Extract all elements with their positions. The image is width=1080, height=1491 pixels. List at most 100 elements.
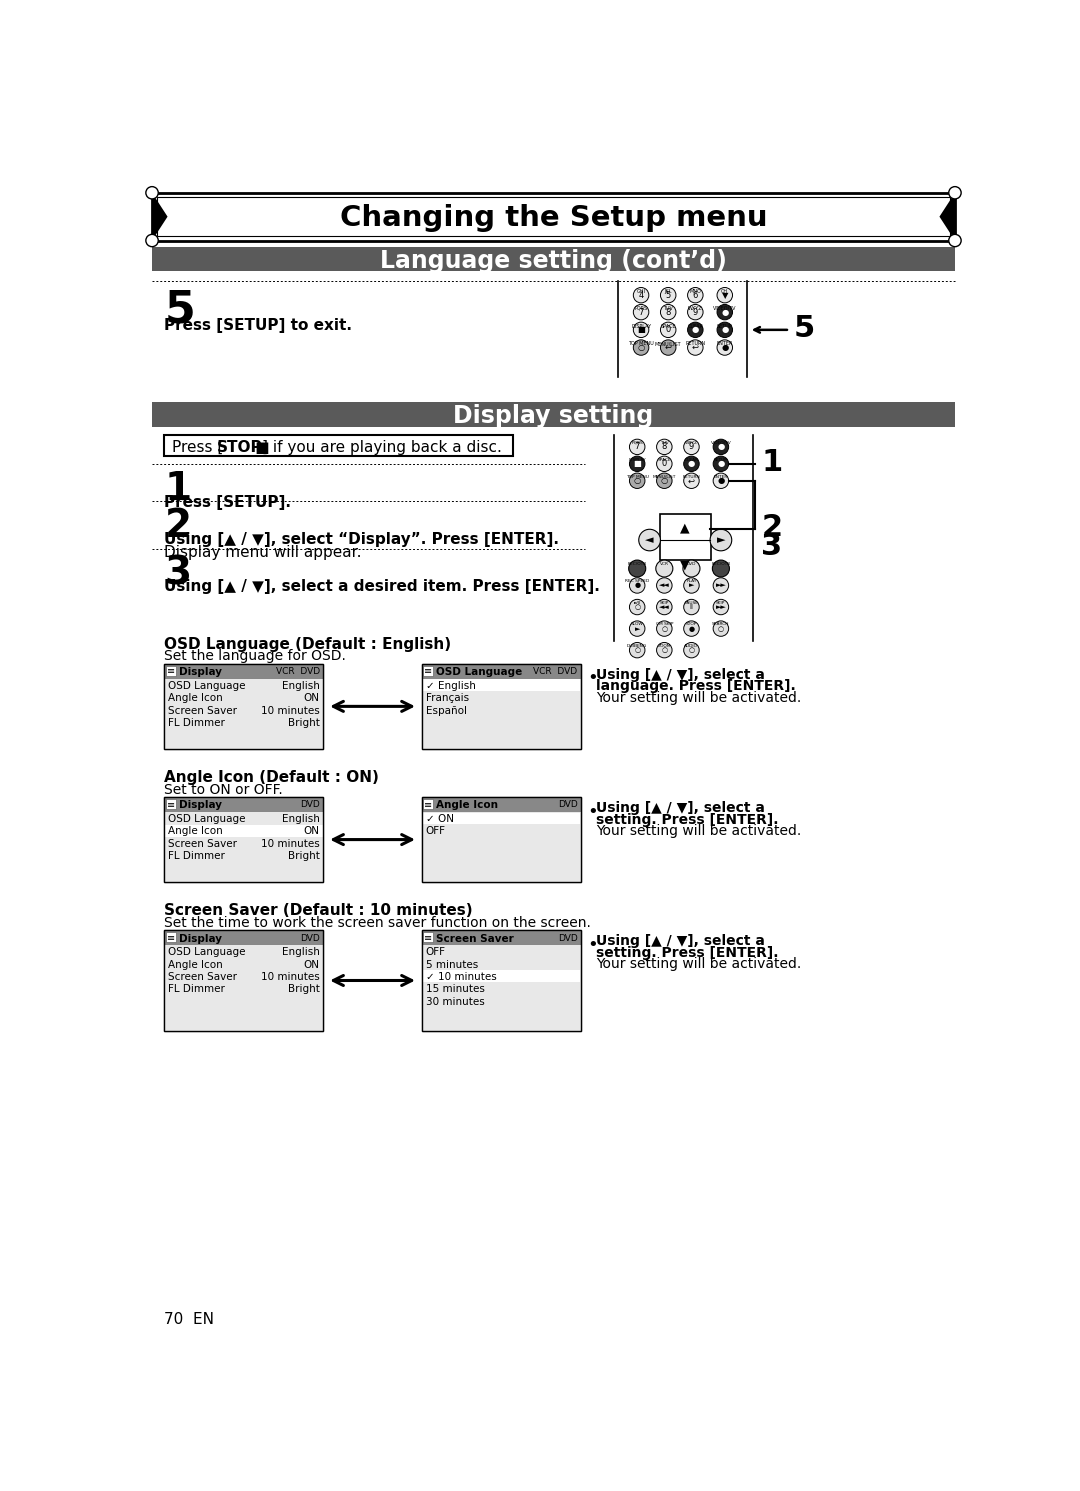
Text: Français: Français — [426, 693, 469, 704]
Circle shape — [657, 643, 672, 658]
Text: DUBBING: DUBBING — [627, 644, 647, 649]
Text: 4: 4 — [638, 291, 644, 300]
Text: Using [▲ / ▼], select a desired item. Press [ENTER].: Using [▲ / ▼], select a desired item. Pr… — [164, 580, 600, 595]
Text: ▼: ▼ — [680, 559, 690, 571]
Text: language. Press [ENTER].: language. Press [ENTER]. — [596, 680, 796, 693]
Text: VIDEO/TV: VIDEO/TV — [711, 441, 731, 444]
Text: REC/OTR: REC/OTR — [712, 562, 730, 567]
Bar — [164, 930, 323, 1030]
Bar — [164, 944, 323, 1030]
Text: ●: ● — [721, 325, 728, 334]
Bar — [152, 403, 955, 426]
Text: setting. Press [ENTER].: setting. Press [ENTER]. — [596, 813, 779, 826]
Text: ►: ► — [717, 535, 725, 546]
Bar — [422, 663, 581, 748]
Bar — [164, 798, 323, 883]
Circle shape — [661, 288, 676, 303]
Text: 1: 1 — [164, 470, 191, 508]
Circle shape — [684, 579, 699, 593]
Text: VCR  DVD: VCR DVD — [276, 666, 321, 675]
Bar — [164, 663, 323, 748]
Text: ○: ○ — [661, 647, 667, 653]
Bar — [422, 678, 581, 748]
Text: 5: 5 — [164, 288, 195, 331]
Text: Angle Icon: Angle Icon — [168, 826, 224, 836]
Text: Press [: Press [ — [172, 440, 224, 455]
Circle shape — [657, 456, 672, 471]
Text: RETURN: RETURN — [686, 341, 705, 346]
Bar — [423, 799, 433, 808]
Bar — [422, 930, 581, 1030]
Text: Display: Display — [179, 666, 222, 677]
Text: 7: 7 — [635, 443, 639, 452]
Bar — [422, 971, 580, 983]
Text: STOP: STOP — [217, 440, 262, 455]
Text: Bright: Bright — [287, 984, 320, 994]
Circle shape — [684, 643, 699, 658]
Text: 2: 2 — [164, 507, 191, 544]
Circle shape — [717, 322, 732, 337]
Text: DVD: DVD — [557, 801, 578, 810]
Text: TUV: TUV — [663, 306, 673, 312]
Text: English: English — [282, 814, 320, 825]
Circle shape — [630, 579, 645, 593]
Text: SLOW: SLOW — [631, 622, 644, 626]
Bar — [422, 663, 581, 748]
Bar — [164, 798, 323, 883]
Text: ◄: ◄ — [646, 535, 653, 546]
Text: SETUP: SETUP — [714, 458, 728, 462]
Text: ○: ○ — [661, 476, 667, 485]
Bar — [166, 932, 176, 942]
Text: ●: ● — [688, 626, 694, 632]
Text: II: II — [689, 604, 693, 610]
Circle shape — [657, 473, 672, 489]
Text: 6: 6 — [692, 291, 698, 300]
Text: FL Dimmer: FL Dimmer — [168, 984, 226, 994]
Text: ■: ■ — [633, 459, 642, 468]
Circle shape — [633, 288, 649, 303]
Text: Display setting: Display setting — [454, 404, 653, 428]
Text: ○: ○ — [688, 647, 694, 653]
Circle shape — [684, 599, 699, 614]
Text: SKIP: SKIP — [660, 601, 669, 605]
Bar — [157, 197, 950, 236]
Text: ON: ON — [303, 693, 320, 704]
Bar — [165, 825, 323, 836]
Text: CLEAR: CLEAR — [687, 324, 703, 328]
Text: 9: 9 — [689, 443, 694, 452]
Circle shape — [630, 620, 645, 637]
Text: ►: ► — [635, 626, 639, 632]
Text: ►►: ►► — [716, 583, 726, 589]
Circle shape — [684, 440, 699, 455]
Text: Changing the Setup menu: Changing the Setup menu — [340, 204, 767, 233]
Text: Set the language for OSD.: Set the language for OSD. — [164, 650, 347, 663]
Circle shape — [688, 304, 703, 321]
Circle shape — [661, 340, 676, 355]
Text: 3: 3 — [761, 532, 782, 562]
Text: Your setting will be activated.: Your setting will be activated. — [596, 957, 801, 972]
Text: OSD Language: OSD Language — [168, 814, 246, 825]
Text: Press [SETUP] to exit.: Press [SETUP] to exit. — [164, 318, 352, 332]
Circle shape — [146, 234, 159, 246]
Text: •: • — [586, 669, 597, 687]
Text: DVD: DVD — [300, 933, 321, 942]
Circle shape — [717, 304, 732, 321]
Text: Language setting (cont’d): Language setting (cont’d) — [380, 249, 727, 273]
Text: ●: ● — [717, 459, 725, 468]
Text: ○: ○ — [661, 626, 667, 632]
Text: OFF: OFF — [426, 826, 446, 836]
Text: Español: Español — [426, 705, 467, 716]
Text: Screen Saver: Screen Saver — [168, 839, 238, 848]
Text: ENTER: ENTER — [714, 474, 728, 479]
Circle shape — [657, 579, 672, 593]
Text: ■: ■ — [251, 440, 270, 455]
Text: 0: 0 — [662, 459, 667, 468]
Circle shape — [633, 322, 649, 337]
Text: MENU/LIST: MENU/LIST — [654, 341, 681, 346]
Circle shape — [661, 322, 676, 337]
Bar — [166, 799, 176, 808]
Text: Set to ON or OFF.: Set to ON or OFF. — [164, 783, 283, 796]
Text: ↩: ↩ — [688, 476, 694, 485]
Circle shape — [713, 440, 729, 455]
Circle shape — [684, 473, 699, 489]
